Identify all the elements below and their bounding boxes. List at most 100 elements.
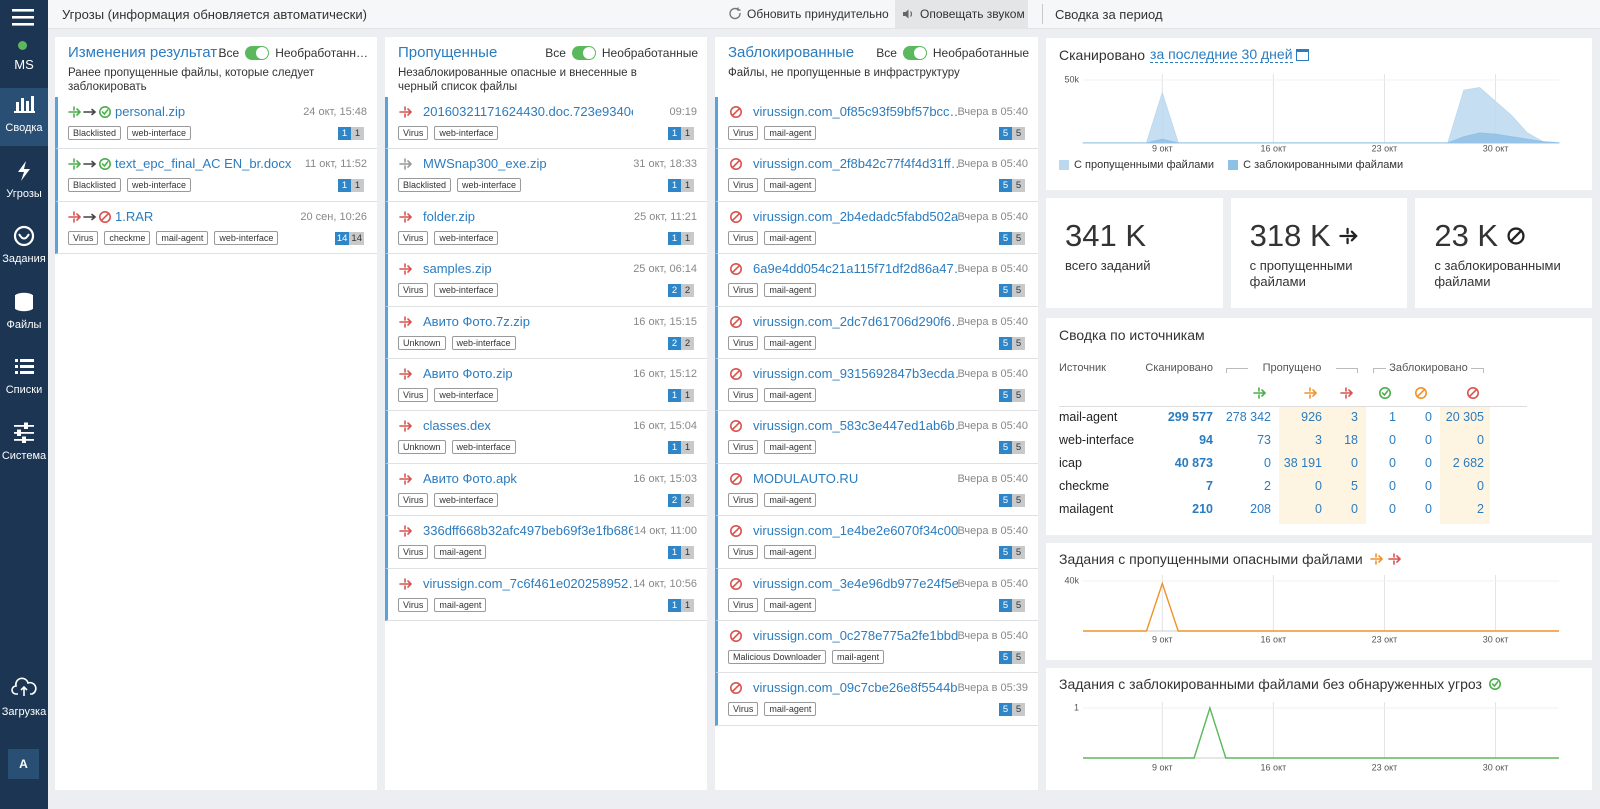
- file-name[interactable]: classes.dex: [423, 418, 491, 434]
- toggle-switch[interactable]: [571, 46, 596, 60]
- file-name[interactable]: virussign.com_9315692847b3ecda…: [753, 366, 958, 381]
- count-badge: 1: [668, 389, 681, 402]
- file-name[interactable]: virussign.com_7c6f461e020258952…: [423, 575, 633, 591]
- column-title[interactable]: Заблокированные: [728, 44, 855, 61]
- menu-button[interactable]: [12, 6, 36, 28]
- threat-row[interactable]: 20160321171624430.doc.723e9340eea20… 09:1…: [385, 97, 707, 150]
- file-name[interactable]: virussign.com_09c7cbe26e8f5544b…: [753, 680, 958, 696]
- file-name[interactable]: Авито Фото.zip: [423, 366, 513, 381]
- filter-toggle[interactable]: Все Необработанные: [876, 46, 1029, 60]
- source-name: mail-agent: [1059, 410, 1118, 424]
- column-title[interactable]: Пропущенные: [398, 44, 498, 61]
- count-badge: 5: [1012, 389, 1025, 402]
- file-name[interactable]: Авито Фото.apk: [423, 470, 517, 486]
- legend-item[interactable]: С заблокированными файлами: [1228, 159, 1403, 171]
- nav-item[interactable]: Загрузка: [0, 674, 48, 722]
- status-dot: [18, 41, 27, 50]
- file-name[interactable]: 6a9e4dd054c21a115f71df2d86a47…: [753, 261, 958, 277]
- tag-list: Blacklisted web-interface: [68, 126, 192, 140]
- count-badge: 5: [1012, 703, 1025, 717]
- threat-row[interactable]: MWSnap300_exe.zip 31 окт, 18:33 Blackliste…: [385, 149, 707, 202]
- toggle-switch[interactable]: [902, 46, 927, 60]
- threat-row[interactable]: virussign.com_7c6f461e020258952… 14 окт, …: [385, 568, 707, 621]
- file-name[interactable]: virussign.com_1e4be2e6070f34c00…: [753, 523, 958, 539]
- threat-row[interactable]: 1.RAR 20 сен, 10:26 Virus checkme mail-agent…: [55, 201, 377, 255]
- threat-row[interactable]: text_epc_final_AC EN_br.docx 11 окт, 11:5…: [55, 149, 377, 202]
- count-badge: 5: [1012, 127, 1025, 140]
- file-name[interactable]: folder.zip: [423, 208, 476, 224]
- threat-row[interactable]: classes.dex 16 окт, 15:04 Unknown web-inter…: [385, 411, 707, 464]
- file-name[interactable]: samples.zip: [423, 261, 492, 277]
- file-name[interactable]: virussign.com_0c278e775a2fe1bbd…: [753, 628, 958, 643]
- chart-title-row: Сканировано за последние 30 дней: [1059, 46, 1309, 63]
- nav-item[interactable]: Угрозы: [0, 154, 48, 212]
- file-name[interactable]: 336dff668b32afc497beb69f3e1fb686: [423, 523, 633, 539]
- threat-row[interactable]: virussign.com_2dc7d61706d290f6… Вчера в 0…: [715, 306, 1038, 359]
- threat-row[interactable]: virussign.com_09c7cbe26e8f5544b… Вчера в …: [715, 673, 1038, 726]
- chart: 9 окт 16 окт 23 окт 30 окт 40k: [1064, 575, 1559, 644]
- threat-row[interactable]: MODULAUTO.RU Вчера в 05:40 Virus mail-agent…: [715, 463, 1038, 517]
- threat-row[interactable]: Авито Фото.zip 16 окт, 15:12 Virus web-inte…: [385, 359, 707, 412]
- threat-row[interactable]: folder.zip 25 окт, 11:21 Virus web-interfac…: [385, 201, 707, 255]
- tag-list: Virus web-interface: [398, 283, 499, 298]
- column-title[interactable]: Изменения результат…: [68, 44, 228, 61]
- file-name[interactable]: 1.RAR: [115, 208, 154, 224]
- x-tick-label: 16 окт: [1261, 634, 1287, 644]
- tag: Unknown: [398, 440, 446, 455]
- file-name[interactable]: MODULAUTO.RU: [753, 470, 859, 486]
- threat-row[interactable]: virussign.com_583c3e447ed1ab6b… Вчера в 0…: [715, 411, 1038, 464]
- nav-item[interactable]: Файлы: [0, 285, 48, 343]
- tag: mail-agent: [764, 545, 817, 560]
- legend-item[interactable]: С пропущенными файлами: [1059, 159, 1214, 171]
- filter-toggle[interactable]: Все Необработанные: [545, 46, 698, 60]
- nav-item[interactable]: Система: [0, 416, 48, 474]
- file-name[interactable]: 20160321171624430.doc.723e9340eea20…: [423, 104, 633, 119]
- tag-list: Virus mail-agent: [728, 126, 817, 140]
- threat-row[interactable]: Авито Фото.apk 16 окт, 15:03 Virus web-inte…: [385, 463, 707, 517]
- threat-row[interactable]: virussign.com_9315692847b3ecda… Вчера в 0…: [715, 359, 1038, 412]
- source-value: 3: [1315, 433, 1322, 447]
- threat-row[interactable]: virussign.com_2b4edadc5fabd502a… Вчера в …: [715, 201, 1038, 255]
- icon-part: [15, 365, 18, 368]
- threat-row[interactable]: virussign.com_0c278e775a2fe1bbd… Вчера в …: [715, 621, 1038, 674]
- calendar-icon[interactable]: [1295, 48, 1309, 61]
- icon-part: [99, 210, 111, 223]
- filter-toggle[interactable]: Все Необработанн…: [219, 46, 368, 60]
- toggle-unprocessed-label: Необработанные: [601, 46, 698, 60]
- sound-button[interactable]: Оповещать звуком: [895, 0, 1028, 28]
- threat-row[interactable]: personal.zip 24 окт, 15:48 Blacklisted web-…: [55, 97, 377, 150]
- tag-list: Virus mail-agent: [728, 283, 817, 298]
- file-name[interactable]: virussign.com_3e4e96db977e24f5e…: [753, 575, 958, 591]
- threat-row[interactable]: 336dff668b32afc497beb69f3e1fb686 14 окт, …: [385, 516, 707, 569]
- nav-item[interactable]: Задания: [0, 219, 48, 277]
- pass-icon: [399, 210, 413, 223]
- threat-row[interactable]: virussign.com_3e4e96db977e24f5e… Вчера в …: [715, 568, 1038, 621]
- file-name[interactable]: Авито Фото.7z.zip: [423, 313, 530, 329]
- period-link[interactable]: за последние 30 дней: [1150, 46, 1293, 63]
- tag-list: Virus mail-agent: [728, 230, 817, 245]
- toggle-switch[interactable]: [245, 46, 270, 60]
- file-name[interactable]: personal.zip: [115, 104, 186, 119]
- file-name[interactable]: virussign.com_2b4edadc5fabd502a…: [753, 208, 958, 224]
- refresh-button[interactable]: Обновить принудительно: [728, 0, 889, 28]
- file-name[interactable]: virussign.com_0f85c93f59bf57bcc…: [753, 104, 958, 119]
- file-name[interactable]: virussign.com_2f8b42c77f4f4d31ff…: [753, 156, 958, 172]
- file-name[interactable]: MWSnap300_exe.zip: [423, 156, 547, 172]
- nav-item[interactable]: Списки: [0, 350, 48, 408]
- threat-row[interactable]: virussign.com_1e4be2e6070f34c00… Вчера в …: [715, 516, 1038, 569]
- file-name[interactable]: text_epc_final_AC EN_br.docx: [115, 156, 292, 172]
- avatar[interactable]: A: [8, 749, 39, 779]
- tag: Virus: [398, 126, 429, 140]
- source-name: mailagent: [1059, 502, 1114, 516]
- threat-row[interactable]: 6a9e4dd054c21a115f71df2d86a47… Вчера в 05…: [715, 254, 1038, 307]
- threat-row[interactable]: virussign.com_0f85c93f59bf57bcc… Вчера в …: [715, 97, 1038, 150]
- threat-row[interactable]: virussign.com_2f8b42c77f4f4d31ff… Вчера в…: [715, 149, 1038, 202]
- threat-row[interactable]: Авито Фото.7z.zip 16 окт, 15:15 Unknown web…: [385, 306, 707, 359]
- nav-item[interactable]: Сводка: [0, 88, 48, 146]
- threat-row[interactable]: samples.zip 25 окт, 06:14 Virus web-interfa…: [385, 254, 707, 307]
- file-name[interactable]: virussign.com_583c3e447ed1ab6b…: [753, 418, 958, 434]
- legend-swatch: [1228, 160, 1239, 170]
- file-name[interactable]: virussign.com_2dc7d61706d290f6…: [753, 313, 958, 329]
